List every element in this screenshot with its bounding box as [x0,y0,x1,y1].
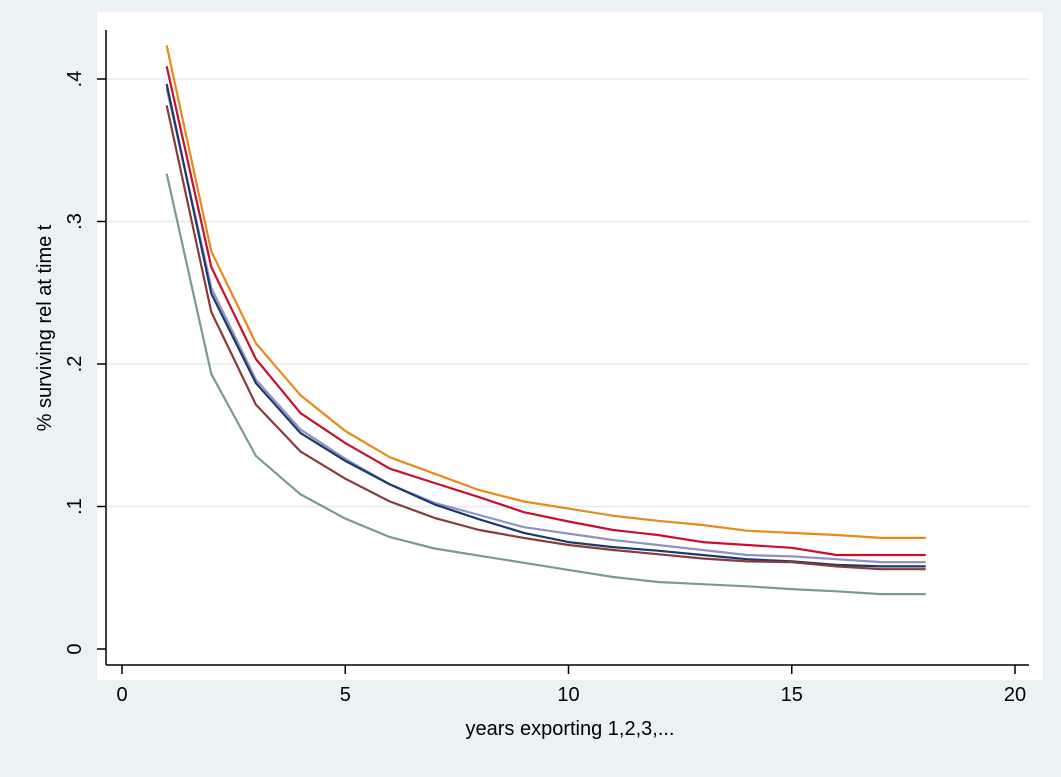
ticks: 0 .1 .2 .3 .4 0 5 10 15 20 [64,71,1026,706]
x-axis-label: years exporting 1,2,3,... [465,718,674,740]
x-tick-label-4: 20 [1004,684,1026,706]
series-line-3 [165,88,926,564]
axes [105,30,1029,666]
y-tick-label-1: .1 [64,498,86,515]
y-axis-label: % surviving rel at time t [34,224,56,431]
series-lines [165,45,926,596]
y-tick-label-2: .2 [64,356,86,373]
series-line-1 [165,45,926,540]
series-line-2 [165,65,926,557]
x-tick-label-3: 15 [781,684,803,706]
y-tick-label-0: 0 [64,643,86,654]
x-tick-label-1: 5 [340,684,351,706]
series-line-6 [165,173,926,596]
y-tick-label-3: .3 [64,213,86,230]
series-line-5 [165,105,926,571]
x-tick-label-2: 10 [557,684,579,706]
x-tick-label-0: 0 [116,684,127,706]
y-tick-label-4: .4 [64,71,86,88]
